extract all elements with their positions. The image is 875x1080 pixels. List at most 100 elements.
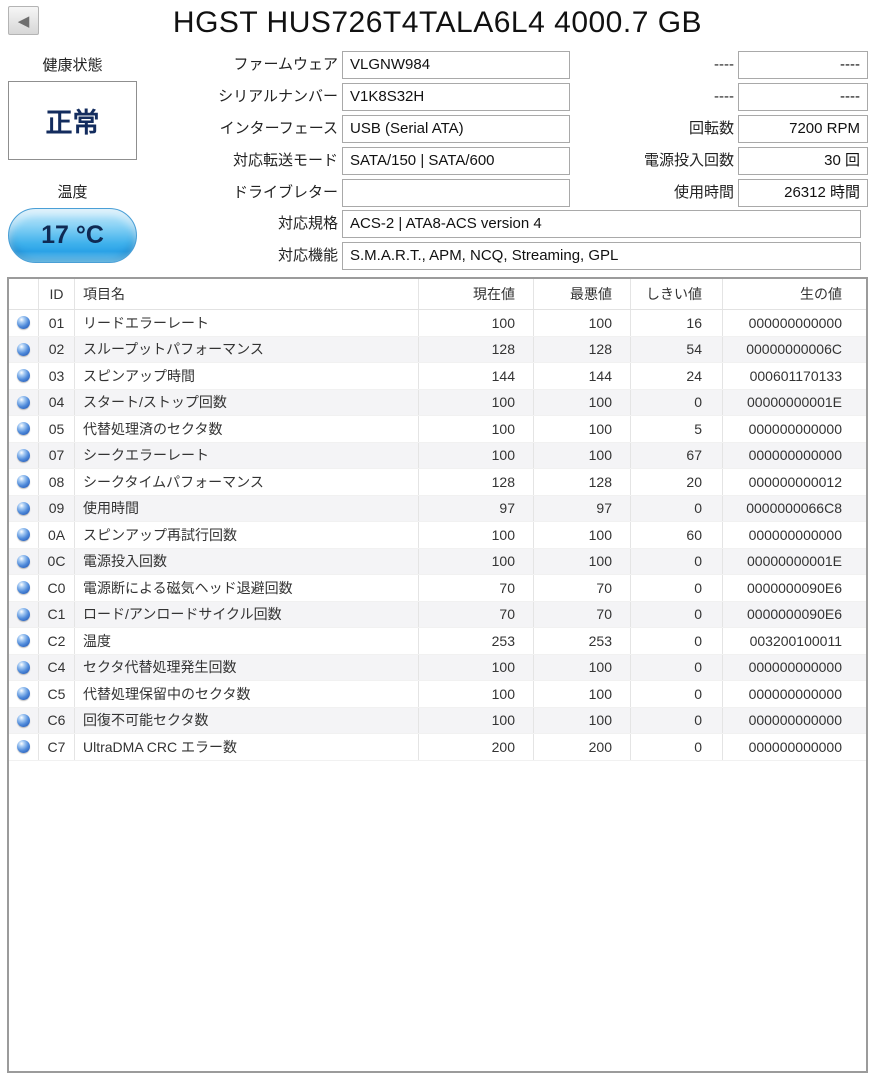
attribute-current: 100 <box>419 389 534 415</box>
status-ok-icon <box>17 475 30 489</box>
table-row[interactable]: 0A スピンアップ再試行回数 100 100 60 000000000000 <box>9 522 866 549</box>
attribute-threshold: 0 <box>631 495 723 521</box>
attribute-worst: 97 <box>534 495 631 521</box>
attribute-current: 144 <box>419 363 534 389</box>
temperature-button[interactable]: 17 °C <box>8 208 137 263</box>
smart-attribute-table: ID 項目名 現在値 最悪値 しきい値 生の値 01 リードエラーレート 100… <box>7 277 868 1073</box>
attribute-threshold: 0 <box>631 681 723 707</box>
table-row[interactable]: 08 シークタイムパフォーマンス 128 128 20 000000000012 <box>9 469 866 496</box>
attribute-current: 100 <box>419 310 534 336</box>
serial-number-value: V1K8S32H <box>342 83 570 111</box>
table-row[interactable]: 01 リードエラーレート 100 100 16 000000000000 <box>9 310 866 337</box>
smart-table-body: 01 リードエラーレート 100 100 16 000000000000 02 … <box>9 310 866 761</box>
raw-column-header: 生の値 <box>800 286 842 302</box>
attribute-id: C7 <box>39 734 75 760</box>
attribute-name: 代替処理済のセクタ数 <box>75 416 419 442</box>
attribute-id: 05 <box>39 416 75 442</box>
power-on-count-label: 電源投入回数 <box>643 152 734 169</box>
table-row[interactable]: 03 スピンアップ時間 144 144 24 000601170133 <box>9 363 866 390</box>
attribute-id: C1 <box>39 601 75 627</box>
transfer-mode-value: SATA/150 | SATA/600 <box>342 147 570 175</box>
attribute-id: 03 <box>39 363 75 389</box>
attribute-raw: 0000000090E6 <box>747 579 842 596</box>
health-status-label: 健康状態 <box>42 57 103 74</box>
table-row[interactable]: C6 回復不可能セクタ数 100 100 0 000000000000 <box>9 707 866 734</box>
health-status-value: 正常 <box>45 108 100 138</box>
table-row[interactable]: C4 セクタ代替処理発生回数 100 100 0 000000000000 <box>9 654 866 681</box>
worst-column-header: 最悪値 <box>534 279 631 309</box>
attribute-current: 100 <box>419 707 534 733</box>
attribute-name: UltraDMA CRC エラー数 <box>75 734 419 760</box>
attribute-worst: 253 <box>534 628 631 654</box>
attribute-worst: 100 <box>534 389 631 415</box>
attribute-raw: 0000000090E6 <box>747 606 842 623</box>
attribute-worst: 70 <box>534 575 631 601</box>
attribute-threshold: 0 <box>631 734 723 760</box>
attribute-name: スタート/ストップ回数 <box>75 389 419 415</box>
table-row[interactable]: 05 代替処理済のセクタ数 100 100 5 000000000000 <box>9 416 866 443</box>
status-ok-icon <box>17 422 30 436</box>
threshold-column-header: しきい値 <box>631 279 723 309</box>
attribute-worst: 100 <box>534 681 631 707</box>
attribute-current: 100 <box>419 522 534 548</box>
table-row[interactable]: 0C 電源投入回数 100 100 0 00000000001E <box>9 548 866 575</box>
table-row[interactable]: C0 電源断による磁気ヘッド退避回数 70 70 0 0000000090E6 <box>9 575 866 602</box>
attribute-worst: 100 <box>534 654 631 680</box>
table-row[interactable]: C5 代替処理保留中のセクタ数 100 100 0 000000000000 <box>9 681 866 708</box>
table-row[interactable]: 04 スタート/ストップ回数 100 100 0 00000000001E <box>9 389 866 416</box>
features-value: S.M.A.R.T., APM, NCQ, Streaming, GPL <box>342 242 861 270</box>
attribute-current: 70 <box>419 601 534 627</box>
attribute-current: 100 <box>419 416 534 442</box>
attribute-raw: 00000000001E <box>747 553 842 570</box>
table-row[interactable]: C2 温度 253 253 0 003200100011 <box>9 628 866 655</box>
attribute-raw: 000000000000 <box>748 447 842 464</box>
attribute-threshold: 20 <box>631 469 723 495</box>
attribute-current: 128 <box>419 469 534 495</box>
attribute-threshold: 5 <box>631 416 723 442</box>
back-button[interactable]: ◀ <box>8 6 39 35</box>
attribute-raw: 00000000001E <box>747 394 842 411</box>
page-title: HGST HUS726T4TALA6L4 4000.7 GB <box>172 6 703 39</box>
status-ok-icon <box>17 554 30 568</box>
table-row[interactable]: 02 スループットパフォーマンス 128 128 54 00000000006C <box>9 336 866 363</box>
drive-letter-label: ドライブレター <box>232 184 338 201</box>
standard-value: ACS-2 | ATA8-ACS version 4 <box>342 210 861 238</box>
firmware-label: ファームウェア <box>233 56 338 73</box>
power-on-count-value: 30 回 <box>738 147 868 175</box>
attribute-current: 200 <box>419 734 534 760</box>
table-row[interactable]: 09 使用時間 97 97 0 0000000066C8 <box>9 495 866 522</box>
attribute-name: スピンアップ再試行回数 <box>75 522 419 548</box>
attribute-worst: 128 <box>534 336 631 362</box>
attribute-id: 0C <box>39 548 75 574</box>
attribute-current: 100 <box>419 681 534 707</box>
status-ok-icon <box>17 740 30 754</box>
attribute-threshold: 60 <box>631 522 723 548</box>
serial-number-label: シリアルナンバー <box>218 88 338 105</box>
attribute-threshold: 0 <box>631 389 723 415</box>
attribute-raw: 000000000012 <box>748 473 842 490</box>
attribute-worst: 70 <box>534 601 631 627</box>
table-row[interactable]: C7 UltraDMA CRC エラー数 200 200 0 000000000… <box>9 734 866 761</box>
status-ok-icon <box>17 316 30 330</box>
status-ok-icon <box>17 687 30 701</box>
attribute-id: C5 <box>39 681 75 707</box>
attribute-name: スループットパフォーマンス <box>75 336 419 362</box>
back-arrow-icon: ◀ <box>17 12 30 30</box>
power-on-hours-label: 使用時間 <box>673 184 734 201</box>
attribute-raw: 000000000000 <box>748 738 842 755</box>
attribute-name: 使用時間 <box>75 495 419 521</box>
health-status-button[interactable]: 正常 <box>8 81 137 160</box>
attribute-name: シークタイムパフォーマンス <box>75 469 419 495</box>
attribute-name: セクタ代替処理発生回数 <box>75 654 419 680</box>
attribute-threshold: 67 <box>631 442 723 468</box>
interface-value: USB (Serial ATA) <box>342 115 570 143</box>
attribute-id: C2 <box>39 628 75 654</box>
attribute-name: スピンアップ時間 <box>75 363 419 389</box>
table-row[interactable]: 07 シークエラーレート 100 100 67 000000000000 <box>9 442 866 469</box>
attribute-worst: 100 <box>534 522 631 548</box>
id-column-header: ID <box>39 279 75 309</box>
power-on-hours-value: 26312 時間 <box>738 179 868 207</box>
attribute-name: 回復不可能セクタ数 <box>75 707 419 733</box>
table-row[interactable]: C1 ロード/アンロードサイクル回数 70 70 0 0000000090E6 <box>9 601 866 628</box>
attribute-worst: 144 <box>534 363 631 389</box>
